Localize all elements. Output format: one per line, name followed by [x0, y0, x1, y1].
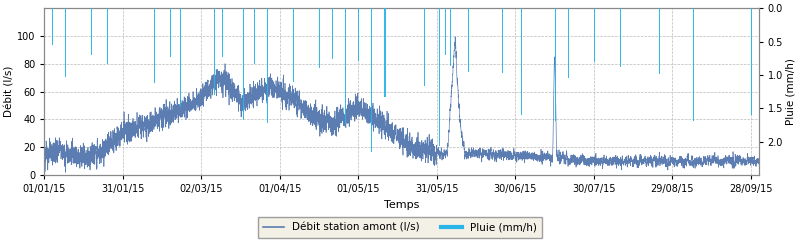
Y-axis label: Pluie (mm/h): Pluie (mm/h): [786, 58, 796, 125]
Legend: Débit station amont (l/s), Pluie (mm/h): Débit station amont (l/s), Pluie (mm/h): [258, 217, 542, 238]
X-axis label: Temps: Temps: [384, 200, 419, 210]
Y-axis label: Débit (l/s): Débit (l/s): [4, 66, 14, 117]
